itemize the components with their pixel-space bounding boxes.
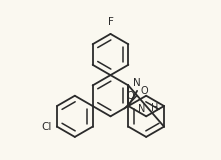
Text: N: N bbox=[133, 78, 140, 88]
Text: F: F bbox=[108, 17, 113, 27]
Text: O: O bbox=[140, 86, 148, 96]
Text: Cl: Cl bbox=[41, 122, 51, 132]
Text: H: H bbox=[151, 103, 158, 113]
Text: N: N bbox=[138, 104, 145, 114]
Text: O: O bbox=[127, 91, 134, 101]
